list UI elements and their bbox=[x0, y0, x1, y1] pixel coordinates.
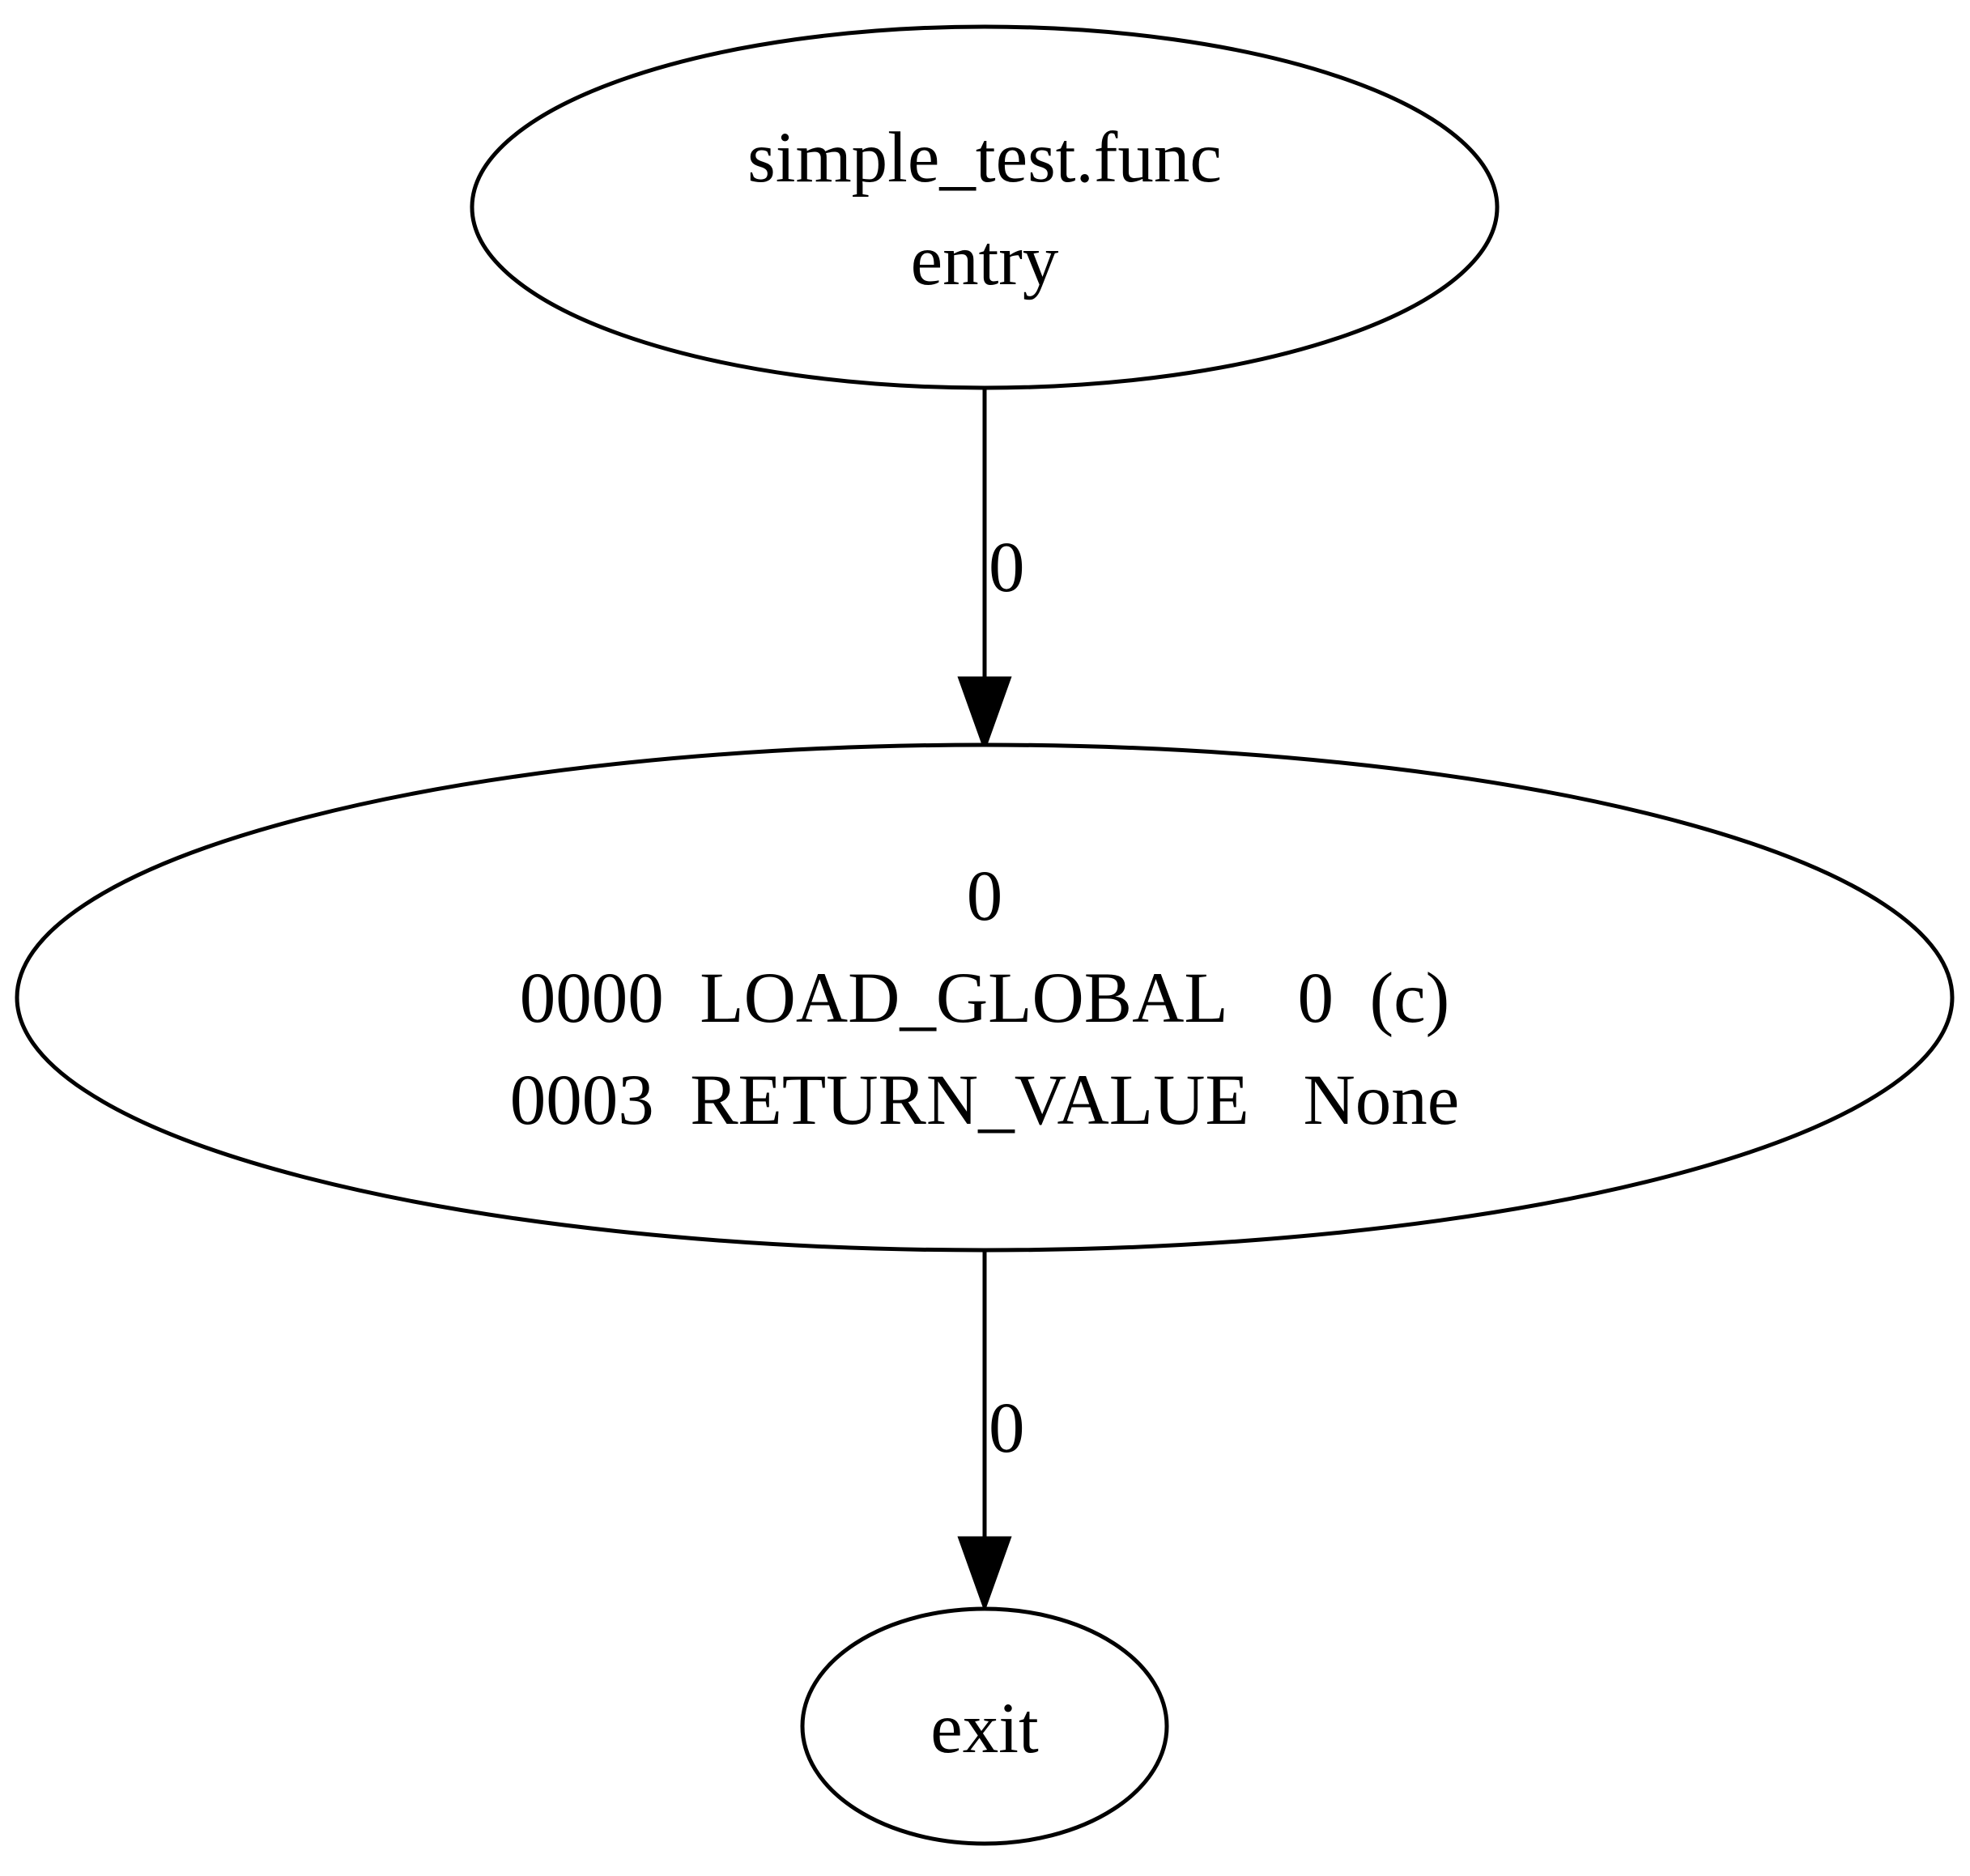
exit-node-shape bbox=[800, 1606, 1169, 1846]
entry-node: simple_test.func entry bbox=[470, 24, 1500, 390]
block0-node-line-1: 0 bbox=[967, 857, 1003, 936]
block0-node-line-2: 0000 LOAD_GLOBAL 0 (c) bbox=[520, 959, 1450, 1038]
entry-node-shape bbox=[470, 24, 1500, 390]
edge-block0-to-exit-label: 0 bbox=[989, 1389, 1025, 1468]
edge-entry-to-block0-arrowhead bbox=[957, 676, 1012, 753]
edge-block0-to-exit-arrowhead bbox=[957, 1536, 1012, 1613]
entry-node-line-2: entry bbox=[911, 221, 1059, 300]
edge-block0-to-exit: 0 bbox=[957, 1250, 1025, 1613]
entry-node-line-1: simple_test.func bbox=[747, 118, 1222, 198]
exit-node-line-1: exit bbox=[930, 1689, 1039, 1768]
exit-node: exit bbox=[800, 1606, 1169, 1846]
block0-node-line-3: 0003 RETURN_VALUE None bbox=[510, 1061, 1460, 1140]
edge-entry-to-block0-label: 0 bbox=[989, 528, 1025, 607]
edge-entry-to-block0: 0 bbox=[957, 388, 1025, 753]
block0-node: 0 0000 LOAD_GLOBAL 0 (c) 0003 RETURN_VAL… bbox=[15, 742, 1955, 1253]
